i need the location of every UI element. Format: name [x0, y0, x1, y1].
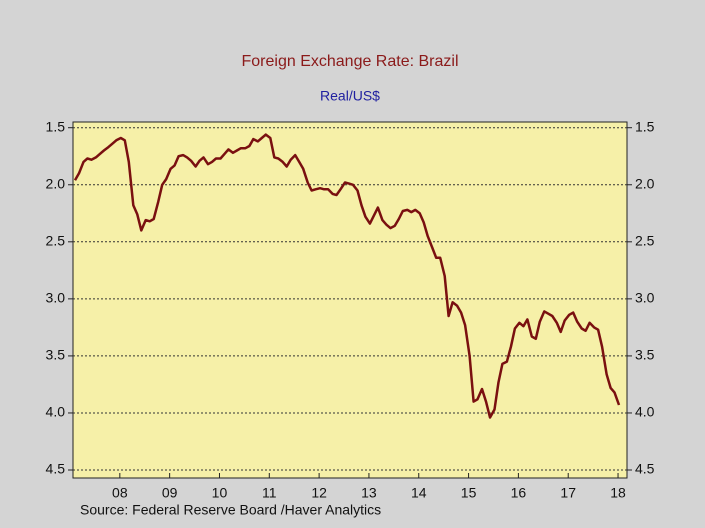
chart-title: Foreign Exchange Rate: Brazil: [242, 53, 459, 70]
x-tick-label: 15: [461, 485, 477, 501]
y-tick-label: 1.5: [46, 118, 66, 134]
x-tick-label: 08: [112, 485, 128, 501]
y2-tick-label: 3.0: [635, 290, 655, 306]
y-tick-label: 4.0: [46, 404, 66, 420]
x-tick-label: 18: [610, 485, 626, 501]
x-tick-label: 10: [212, 485, 228, 501]
y-tick-label: 2.0: [46, 175, 66, 191]
y-tick-label: 4.5: [46, 461, 66, 477]
y2-tick-label: 1.5: [635, 118, 655, 134]
x-tick-label: 09: [162, 485, 178, 501]
y2-tick-label: 3.5: [635, 347, 655, 363]
y-tick-label: 2.5: [46, 233, 66, 249]
x-tick-label: 17: [560, 485, 576, 501]
y-tick-label: 3.5: [46, 347, 66, 363]
data-line: [73, 133, 621, 419]
y-tick-label: 3.0: [46, 290, 66, 306]
y2-tick-label: 4.5: [635, 461, 655, 477]
x-tick-label: 12: [311, 485, 327, 501]
source-note: Source: Federal Reserve Board /Haver Ana…: [80, 502, 381, 518]
y2-tick-label: 2.0: [635, 175, 655, 191]
y2-tick-label: 4.0: [635, 404, 655, 420]
plot-area: [72, 121, 628, 479]
x-tick-label: 13: [361, 485, 377, 501]
x-tick-label: 14: [411, 485, 427, 501]
x-tick-label: 16: [511, 485, 527, 501]
chart-subtitle: Real/US$: [320, 88, 380, 104]
y2-tick-label: 2.5: [635, 233, 655, 249]
x-tick-label: 11: [262, 485, 277, 501]
